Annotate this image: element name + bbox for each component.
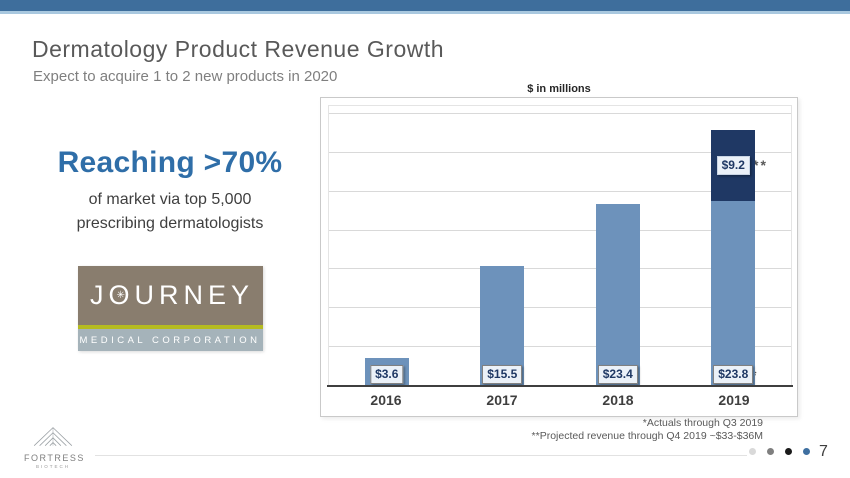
revenue-bar-chart: $3.6 $15.5 $23.4 $9.2 $23.8 2016 2017 2018 2019… <box>320 97 798 417</box>
progress-dot-3 <box>785 448 792 455</box>
progress-dot-4 <box>803 448 810 455</box>
bar-stack-2019: $9.2 $23.8 <box>711 129 756 386</box>
fortress-pyramid-icon <box>33 427 73 446</box>
bar-stack-2018: $23.4 <box>595 204 640 386</box>
page-number: 7 <box>819 443 828 460</box>
fortress-biotech-logo: FORTRESS BIOTECH <box>24 424 85 469</box>
gridline <box>329 268 791 270</box>
headline-subtext: of market via top 5,000 prescribing derm… <box>18 188 322 236</box>
slide-progress-dots <box>749 448 810 455</box>
bar-group-2019: $9.2 $23.8 <box>676 106 792 386</box>
bar-segment-actual <box>711 201 756 386</box>
page-title: Dermatology Product Revenue Growth <box>32 36 445 62</box>
bar-value-label-actual: $23.8 <box>713 365 754 384</box>
footer-divider <box>95 455 747 456</box>
progress-dot-1 <box>749 448 756 455</box>
bar-value-label-actual: $3.6 <box>370 365 404 384</box>
gridline <box>329 307 791 309</box>
bar-segment-projected: $9.2 <box>711 129 756 202</box>
bar-group-2018: $23.4 <box>560 106 676 386</box>
bar-stack-2017: $15.5 <box>480 265 525 386</box>
journey-logo-stripe <box>77 325 263 329</box>
gridline <box>329 229 791 231</box>
x-tick-label-2018: 2018 <box>602 392 634 408</box>
journey-logo-text: JO ✳ URNEY <box>89 280 255 310</box>
journey-logo-subtext: MEDICAL CORPORATION <box>77 329 263 351</box>
headline-subtext-line2: prescribing dermatologists <box>76 215 264 232</box>
bar-group-2016: $3.6 <box>329 106 445 386</box>
x-axis-line <box>327 385 793 387</box>
top-banner-accent-line <box>0 11 850 14</box>
chart-title: $ in millions <box>527 83 591 95</box>
top-banner <box>0 0 850 11</box>
gridline <box>329 346 791 348</box>
bar-segment-actual <box>595 204 640 386</box>
x-tick-label-2016: 2016 <box>370 392 402 408</box>
bar-value-label-actual: $23.4 <box>597 365 638 384</box>
headline: Reaching >70% <box>57 146 283 179</box>
bar-group-2017: $15.5 <box>445 106 561 386</box>
x-tick-label-2019: 2019 <box>718 392 750 408</box>
x-axis-labels: 2016 2017 2018 2019 <box>328 392 792 408</box>
progress-dot-2 <box>767 448 774 455</box>
bar-value-label-projected: $9.2 <box>716 155 750 175</box>
bar-stack-2016: $3.6 <box>364 358 409 386</box>
page-subtitle: Expect to acquire 1 to 2 new products in… <box>33 68 338 85</box>
fortress-logo-subtext: BIOTECH <box>35 464 70 469</box>
fortress-logo-text: FORTRESS <box>24 453 85 463</box>
bars-container: $3.6 $15.5 $23.4 $9.2 $23.8 <box>329 106 791 386</box>
gridline <box>329 190 791 192</box>
left-panel: Reaching >70% of market via top 5,000 pr… <box>18 146 322 351</box>
headline-subtext-line1: of market via top 5,000 <box>88 191 252 208</box>
bar-value-label-actual: $15.5 <box>482 365 523 384</box>
footnotes: *Actuals through Q3 2019 **Projected rev… <box>532 417 763 443</box>
gridline <box>329 113 791 114</box>
footnote-projected: **Projected revenue through Q4 2019 ~$33… <box>531 430 763 442</box>
journey-o-star-icon: O ✳ <box>108 280 135 310</box>
chart-plot-area: $3.6 $15.5 $23.4 $9.2 $23.8 <box>327 105 793 387</box>
footnote-actuals: *Actuals through Q3 2019 <box>642 417 763 429</box>
x-tick-label-2017: 2017 <box>486 392 518 408</box>
journey-logo-wordmark: JO ✳ URNEY <box>77 266 263 325</box>
projected-footnote-marker: ** <box>753 157 768 173</box>
journey-medical-logo: JO ✳ URNEY MEDICAL CORPORATION <box>77 266 263 351</box>
gridline <box>329 151 791 153</box>
